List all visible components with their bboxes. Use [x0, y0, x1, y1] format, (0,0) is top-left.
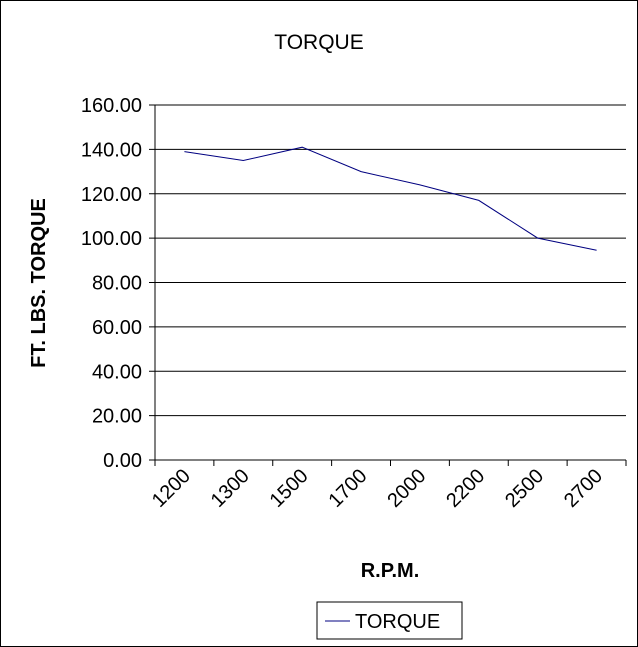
y-axis-title: FT. LBS. TORQUE	[28, 198, 50, 368]
y-tick-label: 20.00	[92, 406, 142, 428]
y-tick-labels: 0.00 20.00 40.00 60.00 80.00 100.00 120.00 140.…	[81, 95, 142, 472]
x-tick-label: 1200	[148, 465, 195, 512]
x-tick-labels: 1200 1300 1500 1700 2000 2200 2500 2700	[148, 465, 607, 512]
x-tick-label: 2000	[383, 465, 430, 512]
chart-title: TORQUE	[274, 31, 363, 54]
y-tick-label: 60.00	[92, 317, 142, 339]
x-axis-title: R.P.M.	[361, 560, 420, 582]
y-tick-label: 0.00	[103, 450, 142, 472]
y-tick-label: 100.00	[81, 228, 142, 250]
x-tick-label: 2500	[501, 465, 548, 512]
y-tick-label: 120.00	[81, 184, 142, 206]
x-tick-label: 1700	[325, 465, 372, 512]
axes	[149, 104, 627, 466]
legend: TORQUE	[316, 601, 463, 640]
series-line-torque	[184, 146, 597, 251]
legend-label-torque: TORQUE	[355, 611, 440, 633]
series-layer	[184, 146, 597, 251]
y-tick-label: 40.00	[92, 361, 142, 383]
y-tick-label: 140.00	[81, 139, 142, 161]
x-tick-label: 2200	[442, 465, 489, 512]
y-tick-label: 160.00	[81, 95, 142, 117]
x-tick-label: 2700	[560, 465, 607, 512]
gridlines	[155, 104, 626, 417]
x-tick-label: 1500	[266, 465, 313, 512]
x-tick-label: 1300	[207, 465, 254, 512]
y-tick-label: 80.00	[92, 273, 142, 295]
